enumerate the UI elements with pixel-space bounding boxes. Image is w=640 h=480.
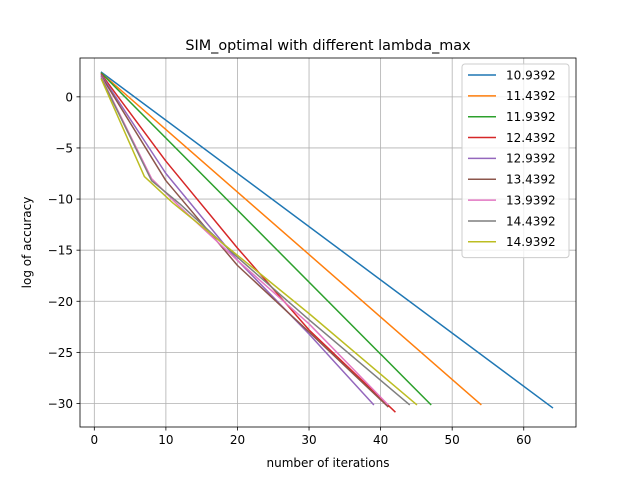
y-tick-label: −25 [48,346,73,360]
legend-label: 11.9392 [506,110,556,124]
chart-title: SIM_optimal with different lambda_max [185,38,471,54]
x-tick-label: 10 [158,433,173,447]
legend-label: 11.4392 [506,89,556,103]
legend: 10.9392 11.4392 11.9392 12.4392 12.9392 13.43… [461,63,570,259]
legend-box [461,63,570,259]
series-line-3 [100,72,432,406]
series-line-2 [100,72,482,406]
plot-frame [79,57,577,428]
x-tick-label: 30 [301,433,316,447]
x-tick-label: 20 [230,433,245,447]
y-tick-label: −15 [48,244,73,258]
x-tick-label: 60 [516,433,531,447]
series-line-1 [100,71,554,409]
y-tick-label: −30 [48,397,73,411]
series-line-7 [100,76,389,406]
x-axis-label: number of iterations [267,456,390,470]
legend-label: 12.4392 [506,131,556,145]
legend-label: 14.4392 [506,214,556,228]
x-tick-label: 0 [90,433,98,447]
series-line-8 [100,77,411,406]
x-tick-label: 40 [373,433,388,447]
legend-label: 13.4392 [506,173,556,187]
y-tick-label: −10 [48,193,73,207]
series-line-4 [100,73,396,413]
y-tick-label: −5 [55,141,73,155]
y-axis-ticks: 0 −5 −10 −15 −20 −25 −30 [48,90,80,411]
legend-label: 10.9392 [506,68,556,82]
series-line-6 [100,75,389,408]
y-tick-label: 0 [65,90,73,104]
series-layer [100,71,554,413]
legend-label: 13.9392 [506,193,556,207]
x-tick-label: 50 [445,433,460,447]
series-line-9 [100,78,418,406]
y-axis-label: log of accuracy [20,197,34,289]
x-axis-ticks: 0 10 20 30 40 50 60 [90,427,531,447]
legend-label: 14.9392 [506,235,556,249]
y-tick-label: −20 [48,295,73,309]
legend-label: 12.9392 [506,152,556,166]
